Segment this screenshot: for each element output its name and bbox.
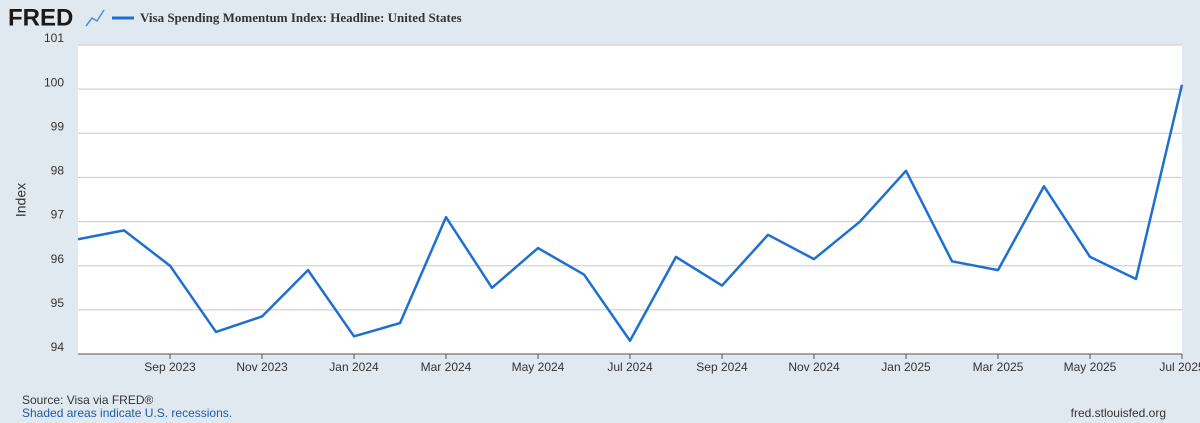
x-tick-label: Jul 2024 — [607, 360, 653, 374]
recession-note: Shaded areas indicate U.S. recessions. — [22, 406, 232, 420]
x-tick-label: Jan 2024 — [329, 360, 379, 374]
x-tick-label: Nov 2023 — [236, 360, 288, 374]
source: Source: Visa via FRED® — [22, 393, 153, 407]
y-tick-label: 100 — [44, 75, 64, 89]
logo: FRED — [8, 4, 73, 31]
x-tick-label: Sep 2023 — [144, 360, 196, 374]
x-tick-label: May 2024 — [512, 360, 565, 374]
x-tick-label: Nov 2024 — [788, 360, 840, 374]
y-tick-label: 95 — [51, 296, 65, 310]
y-tick-label: 97 — [51, 208, 65, 222]
x-tick-label: Mar 2025 — [973, 360, 1024, 374]
y-axis-label: Index — [13, 183, 29, 217]
series-line — [77, 84, 1184, 343]
y-tick-label: 101 — [44, 31, 64, 45]
x-tick-label: Jan 2025 — [881, 360, 931, 374]
x-tick-label: Jul 2025 — [1159, 360, 1200, 374]
x-tick-label: Mar 2024 — [421, 360, 472, 374]
y-tick-label: 99 — [51, 119, 65, 133]
y-tick-label: 94 — [51, 340, 65, 354]
site: fred.stlouisfed.org — [1071, 406, 1166, 420]
x-tick-label: Sep 2024 — [696, 360, 748, 374]
plot-area — [78, 45, 1182, 354]
logo-icon — [85, 9, 105, 27]
y-tick-label: 96 — [51, 252, 65, 266]
y-tick-label: 98 — [51, 164, 65, 178]
legend-label: Visa Spending Momentum Index: Headline: … — [140, 10, 462, 25]
x-tick-label: May 2025 — [1064, 360, 1117, 374]
